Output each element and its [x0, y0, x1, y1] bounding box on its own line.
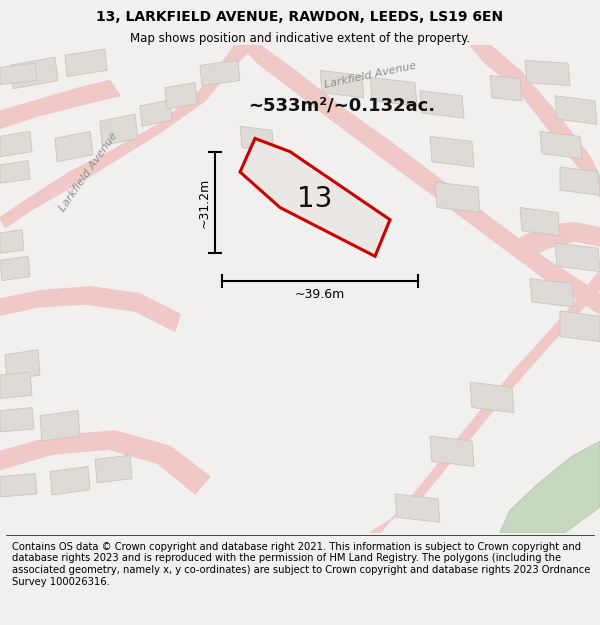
Text: ~31.2m: ~31.2m — [197, 177, 211, 227]
Polygon shape — [0, 372, 32, 399]
Text: 13: 13 — [298, 186, 332, 213]
Polygon shape — [560, 311, 600, 341]
Polygon shape — [420, 91, 464, 118]
Polygon shape — [320, 71, 364, 98]
Polygon shape — [430, 436, 474, 466]
Polygon shape — [0, 408, 34, 432]
Polygon shape — [470, 382, 514, 412]
Polygon shape — [0, 230, 24, 253]
Polygon shape — [65, 49, 107, 76]
Polygon shape — [50, 466, 90, 495]
Polygon shape — [5, 350, 40, 380]
Polygon shape — [490, 76, 522, 101]
Polygon shape — [0, 131, 32, 157]
Polygon shape — [140, 100, 172, 126]
Polygon shape — [240, 45, 600, 314]
Text: Contains OS data © Crown copyright and database right 2021. This information is : Contains OS data © Crown copyright and d… — [12, 542, 590, 586]
Polygon shape — [100, 114, 138, 146]
Polygon shape — [95, 455, 132, 482]
Polygon shape — [435, 182, 480, 213]
Polygon shape — [0, 45, 255, 228]
Text: Map shows position and indicative extent of the property.: Map shows position and indicative extent… — [130, 32, 470, 46]
Polygon shape — [0, 81, 120, 128]
Polygon shape — [0, 474, 37, 497]
Polygon shape — [10, 57, 58, 89]
Polygon shape — [500, 441, 600, 532]
Polygon shape — [470, 45, 600, 198]
Polygon shape — [0, 287, 180, 331]
Polygon shape — [525, 60, 570, 86]
Polygon shape — [560, 167, 600, 195]
Text: ~39.6m: ~39.6m — [295, 288, 345, 301]
Text: Larkfield Avenue: Larkfield Avenue — [57, 131, 119, 213]
Polygon shape — [370, 271, 600, 532]
Text: Larkfield Avenue: Larkfield Avenue — [323, 61, 417, 90]
Polygon shape — [555, 243, 600, 271]
Polygon shape — [40, 411, 80, 441]
Polygon shape — [370, 78, 417, 106]
Polygon shape — [515, 222, 600, 260]
Polygon shape — [530, 279, 574, 307]
Polygon shape — [0, 161, 30, 183]
Polygon shape — [555, 96, 597, 124]
Polygon shape — [0, 431, 210, 494]
Polygon shape — [55, 131, 93, 162]
Polygon shape — [0, 63, 37, 84]
Polygon shape — [240, 126, 274, 152]
Text: 13, LARKFIELD AVENUE, RAWDON, LEEDS, LS19 6EN: 13, LARKFIELD AVENUE, RAWDON, LEEDS, LS1… — [97, 10, 503, 24]
Polygon shape — [165, 82, 197, 109]
Polygon shape — [395, 494, 440, 522]
Polygon shape — [200, 60, 240, 86]
Polygon shape — [520, 208, 560, 236]
Polygon shape — [0, 256, 30, 281]
Text: ~533m²/~0.132ac.: ~533m²/~0.132ac. — [248, 97, 435, 115]
Polygon shape — [240, 138, 390, 256]
Polygon shape — [540, 131, 582, 159]
Polygon shape — [430, 136, 474, 167]
